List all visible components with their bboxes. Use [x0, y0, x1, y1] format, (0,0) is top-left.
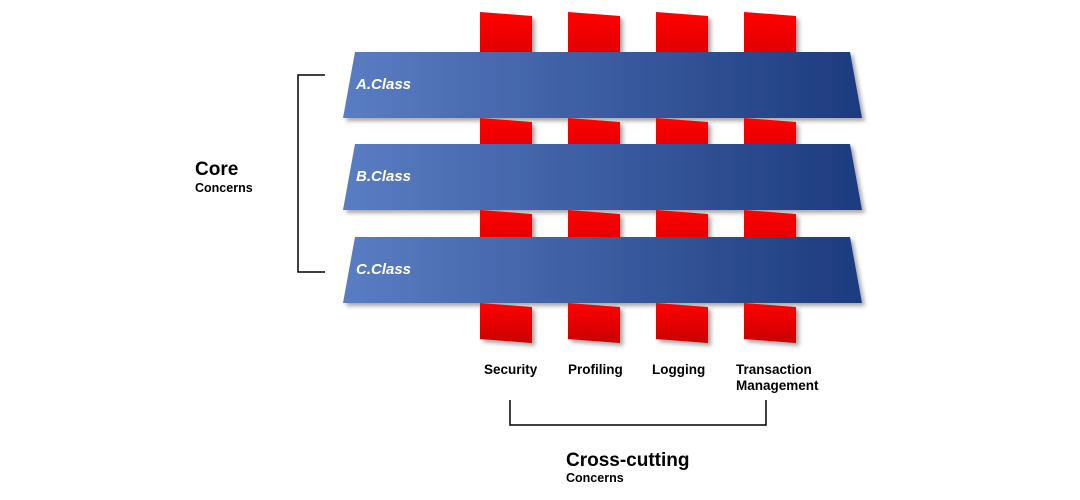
- concern-label-profiling: Profiling: [568, 362, 623, 377]
- class-label-a-class: A.Class: [355, 76, 411, 93]
- class-layers: A.Class B.Class C.Class: [343, 12, 862, 343]
- core-bracket: [297, 74, 325, 273]
- concern-label-security: Security: [484, 362, 538, 377]
- concern-labels: Security Profiling Logging TransactionManag…: [484, 362, 819, 393]
- concern-label-logging: Logging: [652, 362, 705, 377]
- concern-segment-transaction-management-below-c-class: [744, 303, 796, 343]
- concern-segment-logging-below-c-class: [656, 303, 708, 343]
- cross-cutting-bracket: [509, 400, 767, 426]
- class-band-c-class: [343, 237, 862, 303]
- core-concerns-group: Core Concerns: [195, 74, 325, 273]
- class-band-b-class: [343, 144, 862, 210]
- concern-label-transaction-management-line2: Management: [736, 378, 819, 393]
- class-label-b-class: B.Class: [356, 168, 411, 185]
- core-title: Core: [195, 159, 238, 180]
- concern-segment-profiling-below-c-class: [568, 303, 620, 343]
- cross-cutting-title: Cross-cutting: [566, 450, 690, 471]
- concern-segment-security-below-c-class: [480, 303, 532, 343]
- class-band-a-class: [343, 52, 862, 118]
- cross-cutting-subtitle: Concerns: [566, 471, 624, 485]
- cross-cutting-group: Cross-cutting Concerns: [509, 400, 767, 485]
- concern-label-transaction-management: Transaction: [736, 362, 812, 377]
- core-subtitle: Concerns: [195, 181, 253, 195]
- class-label-c-class: C.Class: [356, 261, 411, 278]
